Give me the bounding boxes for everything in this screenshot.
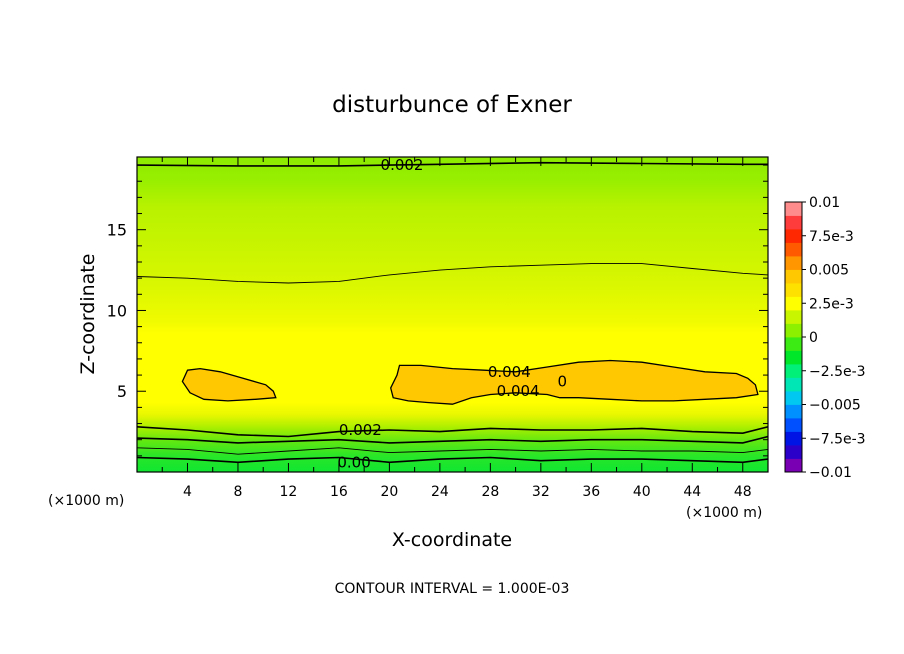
contour-label: 0.00 <box>337 453 370 471</box>
plot-area <box>137 157 768 472</box>
colorbar-tick-label: 0.005 <box>809 263 849 279</box>
contour-label: 0 <box>558 373 568 391</box>
colorbar-tick-label: −7.5e-3 <box>809 431 866 447</box>
x-tick-label: 44 <box>683 484 701 500</box>
colorbar-band <box>785 229 802 243</box>
colorbar-band <box>785 445 802 459</box>
colorbar-band <box>785 242 802 257</box>
chart-title: disturbunce of Exner <box>332 92 572 118</box>
contour-line <box>137 426 768 438</box>
colorbar-band <box>785 310 802 324</box>
x-tick-label: 4 <box>183 484 192 500</box>
x-tick-label: 8 <box>233 484 242 500</box>
contour-label-text: 0.00 <box>337 453 370 471</box>
colorbar-band <box>785 458 802 473</box>
x-tick-label: 28 <box>481 484 499 500</box>
colorbar-band <box>785 377 802 392</box>
contour-line <box>137 447 768 455</box>
x-tick-label: 48 <box>734 484 752 500</box>
x-tick-label: 12 <box>280 484 298 500</box>
field-background <box>137 157 768 472</box>
contour-label-layer: 0.002 0.004 0 0.004 0.002 0.00 <box>337 156 568 471</box>
colorbar-tick-label: −2.5e-3 <box>809 364 866 380</box>
contour-layer <box>137 161 768 464</box>
y-tick-label: 5 <box>117 382 127 401</box>
x-axis-unit: (×1000 m) <box>48 493 124 509</box>
contour-label: 0.004 <box>497 382 540 400</box>
contour-region <box>390 359 759 405</box>
y-tick-label: 15 <box>107 221 127 240</box>
x-tick-label: 20 <box>380 484 398 500</box>
contour-label: 0.004 <box>488 363 531 381</box>
colorbar-band <box>785 337 802 351</box>
contour-line <box>137 435 768 444</box>
colorbar-tick-label: −0.01 <box>809 465 852 481</box>
colorbar-band <box>785 256 802 270</box>
contour-label-text: 0 <box>558 373 568 391</box>
colorbar-tick-label: 0.01 <box>809 195 840 211</box>
colorbar-band <box>785 391 802 405</box>
x-tick-label: 32 <box>532 484 550 500</box>
colorbar-band <box>785 202 802 216</box>
colorbar-band <box>785 296 802 311</box>
colorbar-tick-label: −0.005 <box>809 398 861 414</box>
contour-label-text: 0.004 <box>497 382 540 400</box>
contour-label-text: 0.004 <box>488 363 531 381</box>
y-axis-label: Z-coordinate <box>77 254 99 375</box>
colorbar-band <box>785 404 802 419</box>
colorbar-tick-label: 7.5e-3 <box>809 229 854 245</box>
contour-interval-note: CONTOUR INTERVAL = 1.000E-03 <box>335 581 570 597</box>
colorbar-tick-label: 2.5e-3 <box>809 296 854 312</box>
contour-label-text: 0.002 <box>381 156 424 174</box>
contour-line <box>137 456 768 464</box>
x-tick-label: 24 <box>431 484 449 500</box>
colorbar-band <box>785 323 802 338</box>
colorbar-band <box>785 283 802 297</box>
plot-frame <box>136 156 769 473</box>
contour-line <box>137 263 768 284</box>
contour-region <box>181 367 277 402</box>
colorbar-band <box>785 215 802 230</box>
colorbar-band <box>785 269 802 284</box>
colorbar-band <box>785 431 802 446</box>
y-tick-label: 10 <box>107 301 127 320</box>
x-axis-label: X-coordinate <box>392 529 512 551</box>
contour-label: 0.002 <box>381 156 424 174</box>
contour-label: 0.002 <box>339 421 382 439</box>
x-tick-label: 40 <box>633 484 651 500</box>
colorbar-band <box>785 350 802 365</box>
colorbar-tick-label: 0 <box>809 330 818 346</box>
y-axis-unit: (×1000 m) <box>686 505 762 521</box>
x-tick-label: 36 <box>582 484 600 500</box>
colorbar-band <box>785 418 802 432</box>
colorbar: 0.01 7.5e-3 0.005 2.5e-3 0 −2.5e-3 −0.005 −7.5e… <box>784 195 866 481</box>
contour-label-text: 0.002 <box>339 421 382 439</box>
colorbar-band <box>785 364 802 378</box>
x-tick-label: 16 <box>330 484 348 500</box>
